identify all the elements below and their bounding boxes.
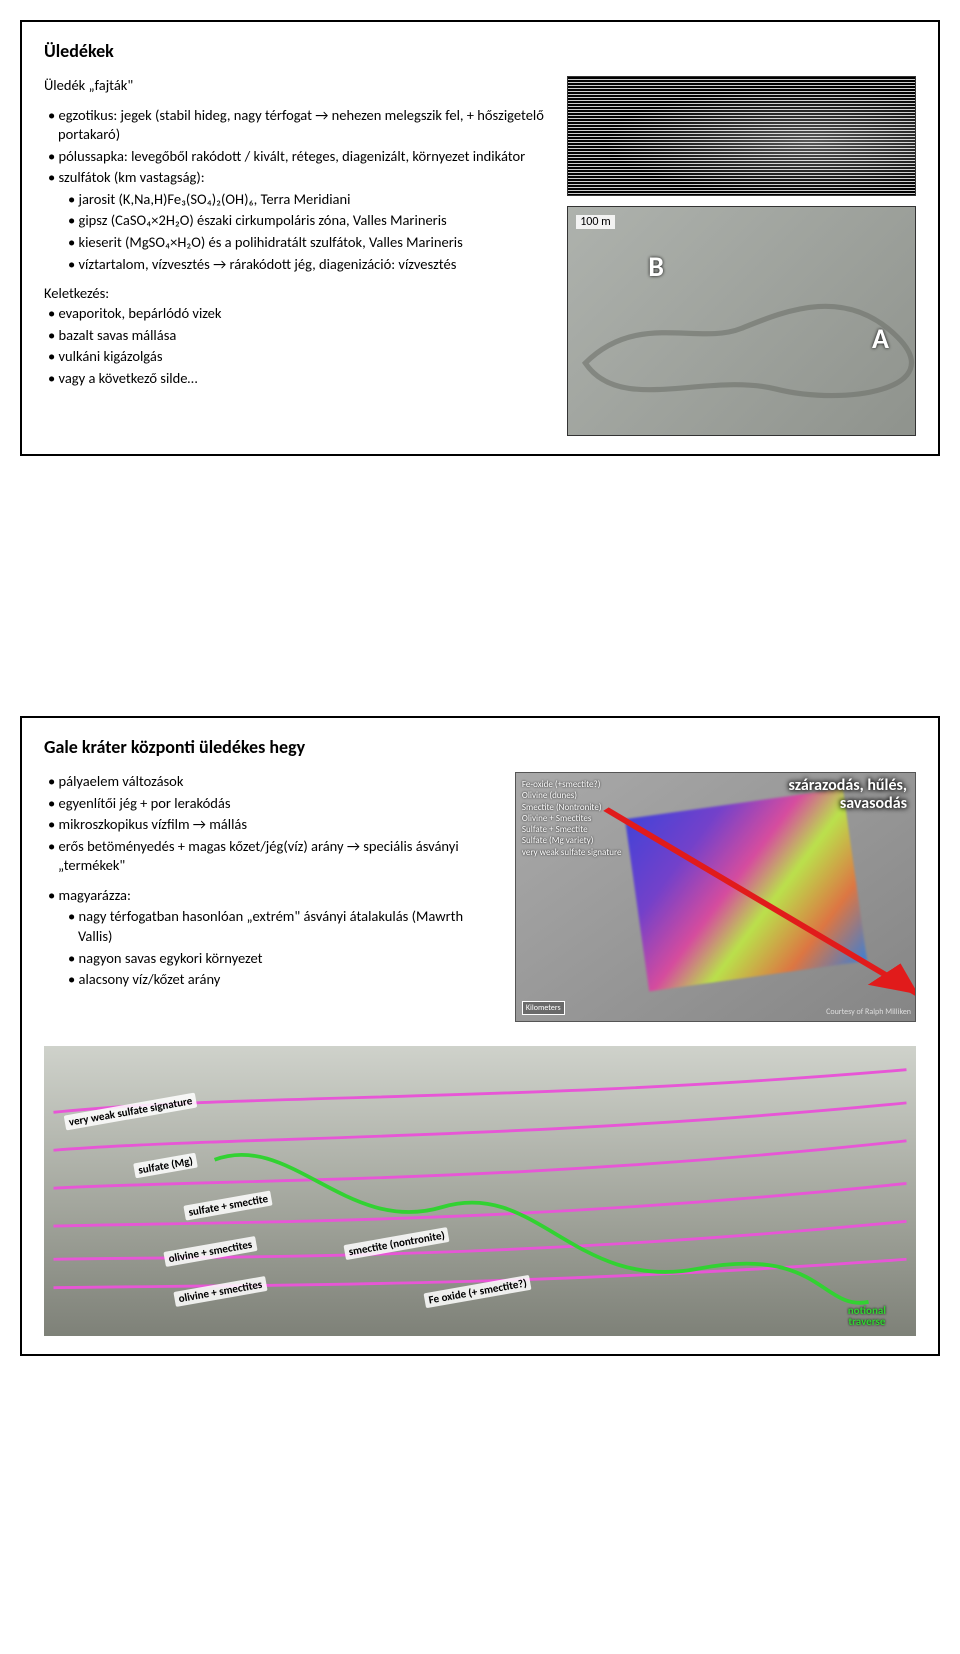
- slide1-bullet: pólussapka: levegőből rakódott / kivált,…: [44, 147, 549, 167]
- slide1-origin-bullet: bazalt savas mállása: [44, 326, 549, 346]
- slide2-explain-bullet: nagyon savas egykori környezet: [44, 949, 497, 969]
- microscope-image: 100 m A B: [567, 206, 916, 436]
- mineralogy-map-image: Fe-oxide (+smectite?) Olivine (dunes) Sm…: [515, 772, 916, 1022]
- slide1-origin-bullet: vagy a következő silde…: [44, 369, 549, 389]
- map-caption-line: szárazodás, hűlés,: [788, 776, 907, 795]
- stratigraphy-lines-svg: [44, 1046, 916, 1321]
- map-color-overlay: [625, 788, 867, 990]
- slide2-bullet: pályaelem változások: [44, 772, 497, 792]
- slide2-explain-label: magyarázza:: [44, 886, 497, 906]
- legend-item: Sulfate (Mg variety): [522, 835, 622, 846]
- slide2-bullet: mikroszkopikus vízfilm → mállás: [44, 815, 497, 835]
- slide1-bullet: egzotikus: jegek (stabil hideg, nagy tér…: [44, 106, 549, 145]
- slide2-bullet: erős betöményedés + magas kőzet/jég(víz)…: [44, 837, 497, 876]
- legend-item: Olivine (dunes): [522, 790, 622, 801]
- map-legend: Fe-oxide (+smectite?) Olivine (dunes) Sm…: [522, 779, 622, 858]
- slide2-explain-bullet: alacsony víz/kőzet arány: [44, 970, 497, 990]
- map-scale-label: Kilometers: [522, 1001, 565, 1015]
- notional-line: traverse: [848, 1315, 885, 1328]
- slide1-text-column: Üledék „fajták" egzotikus: jegek (stabil…: [44, 76, 549, 436]
- slide1-origin-bullet: vulkáni kigázolgás: [44, 347, 549, 367]
- legend-item: very weak sulfate signature: [522, 847, 622, 858]
- map-caption: szárazodás, hűlés, savasodás: [788, 777, 907, 814]
- slide1-intro: Üledék „fajták": [44, 76, 549, 96]
- slide2-bullet: egyenlítői jég + por lerakódás: [44, 794, 497, 814]
- feature-outline-svg: [568, 207, 915, 432]
- slide1-bullet: szulfátok (km vastagság):: [44, 168, 549, 188]
- slide2-explain-bullet: nagy térfogatban hasonlóan „extrém" ásvá…: [44, 907, 497, 946]
- slide1-subbullet: kieserit (MgSO₄×H₂O) és a polihidratált …: [44, 233, 549, 253]
- map-caption-line: savasodás: [840, 794, 907, 813]
- legend-item: Olivine + Smectites: [522, 813, 622, 824]
- legend-item: Smectite (Nontronite): [522, 802, 622, 813]
- slide2-top-row: pályaelem változások egyenlítői jég + po…: [44, 772, 916, 1022]
- slide1-subbullet: gipsz (CaSO₄×2H₂O) északi cirkumpoláris …: [44, 211, 549, 231]
- radar-stratigraphy-image: [567, 76, 916, 196]
- slide2-title: Gale kráter központi üledékes hegy: [44, 736, 916, 758]
- slide1-image-column: 100 m A B: [567, 76, 916, 436]
- slide-sediments: Üledékek Üledék „fajták" egzotikus: jege…: [20, 20, 940, 456]
- legend-item: Sulfate + Smectite: [522, 824, 622, 835]
- slide1-subbullet: jarosit (K,Na,H)Fe₃(SO₄)₂(OH)₆, Terra Me…: [44, 190, 549, 210]
- terrain-perspective-image: very weak sulfate signature sulfate (Mg)…: [44, 1046, 916, 1336]
- slide1-body: Üledék „fajták" egzotikus: jegek (stabil…: [44, 76, 916, 436]
- legend-item: Fe-oxide (+smectite?): [522, 779, 622, 790]
- slide1-origin-label: Keletkezés:: [44, 284, 549, 302]
- slide-gale-crater: Gale kráter központi üledékes hegy pálya…: [20, 716, 940, 1356]
- map-credit: Courtesy of Ralph Milliken: [826, 1007, 911, 1017]
- slide2-text-column: pályaelem változások egyenlítői jég + po…: [44, 772, 497, 1022]
- slide1-title: Üledékek: [44, 40, 916, 62]
- notional-traverse-label: notional traverse: [848, 1305, 886, 1328]
- slide1-subbullet: víztartalom, vízvesztés → rárakódott jég…: [44, 255, 549, 275]
- slide1-origin-bullet: evaporitok, bepárlódó vizek: [44, 304, 549, 324]
- slide2-map-column: Fe-oxide (+smectite?) Olivine (dunes) Sm…: [515, 772, 916, 1022]
